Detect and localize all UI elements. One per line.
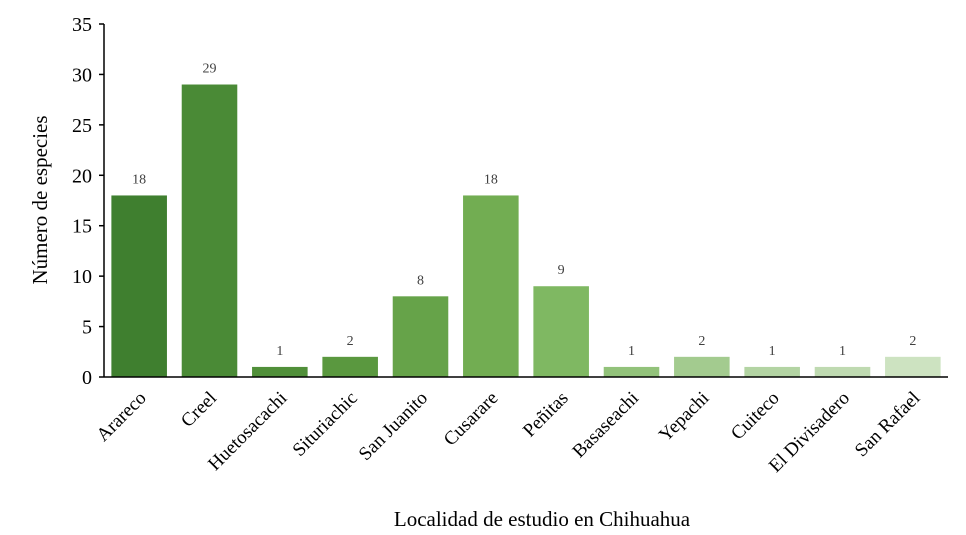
bar-data-label: 1 [769,344,776,359]
x-category-label: San Juanito [355,388,432,465]
x-category-label: Yepachi [655,388,713,446]
bar [181,84,238,377]
bar [252,366,308,377]
x-category-label: Cuiteco [727,388,784,445]
x-category-label: San Rafael [851,388,924,461]
bar-data-label: 1 [839,344,846,359]
bar-data-label: 18 [132,172,146,187]
bar-data-label: 2 [909,334,916,349]
bar [392,296,449,377]
bar-data-label: 29 [203,62,217,77]
x-category-label: Situriachic [289,388,362,461]
y-axis-ticks: 0 5 10 15 20 25 30 35 [72,14,104,389]
x-category-label: Basaseachi [569,388,644,463]
x-axis-title: Localidad de estudio en Chihuahua [394,507,691,531]
bar [674,356,730,377]
bar-data-label: 8 [417,273,424,288]
bar [885,356,941,377]
bars [111,84,941,377]
y-tick-label: 10 [72,266,92,288]
y-tick-label: 30 [72,64,92,86]
y-tick-label: 35 [72,14,92,36]
y-axis-title: Número de especies [28,115,52,284]
bar [533,286,589,377]
bar [111,195,167,377]
data-labels: 18 29 1 2 8 18 9 1 2 1 1 2 [132,62,916,359]
y-tick-label: 0 [82,367,92,389]
x-category-label: Peñitas [519,388,573,442]
x-category-label: Cusarare [440,388,503,451]
y-tick-label: 15 [72,216,92,238]
bar [814,366,871,377]
bar [463,195,519,377]
bar-data-label: 2 [347,334,354,349]
bar-data-label: 18 [484,172,498,187]
bar-data-label: 2 [698,334,705,349]
x-category-label: Creel [177,388,221,432]
bar-data-label: 9 [558,263,565,278]
y-tick-label: 5 [82,317,92,339]
bar-data-label: 1 [276,344,283,359]
x-category-label: Arareco [93,388,151,446]
bar [744,366,800,377]
y-tick-label: 25 [72,115,92,137]
y-tick-label: 20 [72,165,92,187]
bar [603,366,660,377]
bar [322,356,378,377]
bar-data-label: 1 [628,344,635,359]
